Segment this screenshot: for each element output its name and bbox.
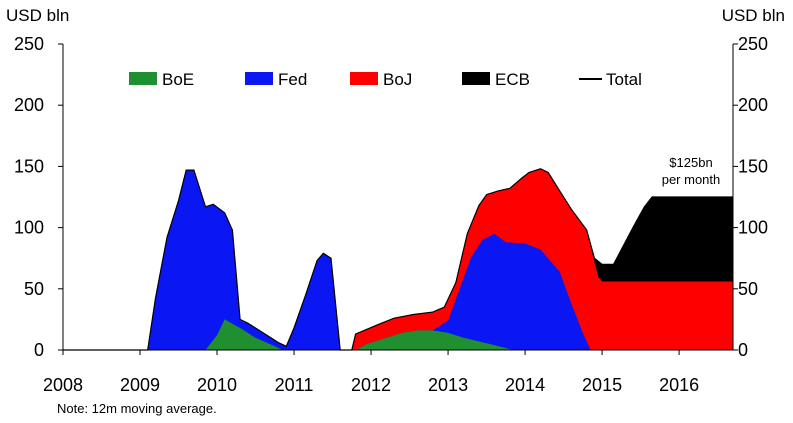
y-tick-label-left: 250: [14, 34, 44, 54]
area-fed: [63, 170, 733, 350]
area-boe: [63, 319, 733, 350]
legend-swatch-boj: [350, 72, 378, 85]
y-tick-label-left: 50: [24, 279, 44, 299]
annotation-label: per month: [662, 172, 721, 187]
legend-swatch-fed: [245, 72, 273, 85]
x-tick-label: 2013: [428, 375, 468, 395]
x-tick-label: 2011: [275, 375, 314, 395]
y-tick-label-left: 100: [14, 218, 44, 238]
y-tick-label-right: 100: [738, 218, 768, 238]
y-tick-label-left: 200: [14, 95, 44, 115]
x-tick-label: 2014: [505, 375, 545, 395]
legend-swatch-ecb: [462, 72, 490, 85]
y-tick-label-left: 150: [14, 156, 44, 176]
y-tick-label-right: 0: [738, 340, 748, 360]
y-tick-label-left: 0: [34, 340, 44, 360]
x-tick-label: 2008: [43, 375, 83, 395]
x-tick-label: 2009: [120, 375, 160, 395]
x-tick-label: 2016: [659, 375, 699, 395]
legend-label-boe: BoE: [162, 70, 194, 89]
legend-label-ecb: ECB: [495, 70, 530, 89]
right-axis-unit-label: USD bln: [721, 6, 785, 25]
annotation-label: $125bn: [669, 155, 712, 170]
x-tick-label: 2015: [582, 375, 622, 395]
legend-swatch-boe: [129, 72, 157, 85]
chart-note: Note: 12m moving average.: [57, 401, 217, 416]
x-tick-label: 2012: [351, 375, 391, 395]
y-tick-label-right: 150: [738, 156, 768, 176]
legend-label-total: Total: [606, 70, 642, 89]
y-tick-label-right: 50: [738, 279, 758, 299]
legend-label-boj: BoJ: [383, 70, 412, 89]
left-axis-unit-label: USD bln: [6, 6, 70, 25]
legend-label-fed: Fed: [278, 70, 307, 89]
y-tick-label-right: 200: [738, 95, 768, 115]
y-tick-label-right: 250: [738, 34, 768, 54]
total-line: [63, 168, 733, 351]
x-tick-label: 2010: [197, 375, 237, 395]
